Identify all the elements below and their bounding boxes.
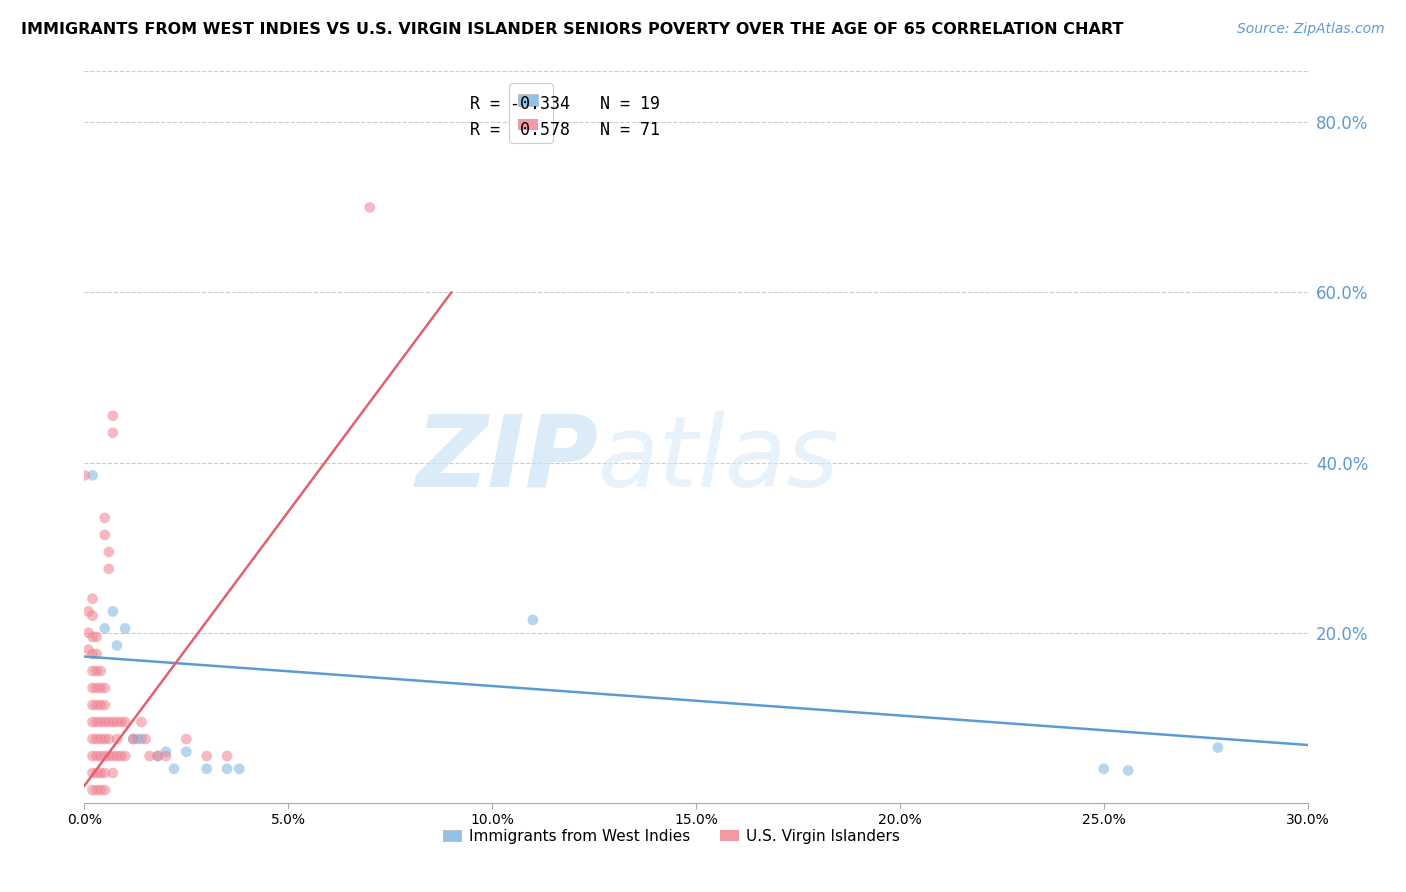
Point (101, 766, 124, 780)
Point (90, 783, 112, 797)
Point (122, 731, 145, 746)
Point (97, 749, 120, 764)
Point (82, 749, 104, 764)
Point (93, 731, 115, 746)
Point (97, 731, 120, 746)
Point (82, 647, 104, 661)
Point (93, 783, 115, 797)
Point (82, 630, 104, 644)
Point (73, 468, 96, 483)
Point (90, 731, 112, 746)
Point (105, 639, 128, 653)
Point (195, 749, 218, 764)
Point (217, 762, 239, 776)
Point (93, 511, 115, 525)
Point (97, 714, 120, 729)
Point (131, 731, 153, 746)
Point (163, 762, 186, 776)
Point (86, 714, 108, 729)
Point (359, 201, 381, 215)
Point (101, 409, 124, 423)
Point (114, 749, 136, 764)
Point (82, 664, 104, 678)
Point (101, 714, 124, 729)
Point (155, 745, 177, 759)
Point (114, 714, 136, 729)
Point (82, 731, 104, 746)
Point (105, 749, 128, 764)
Point (82, 714, 104, 729)
Point (122, 731, 145, 746)
Point (135, 731, 157, 746)
Point (155, 749, 177, 764)
Point (522, 613, 544, 627)
Point (127, 731, 149, 746)
Text: Source: ZipAtlas.com: Source: ZipAtlas.com (1237, 22, 1385, 37)
Point (93, 681, 115, 695)
Point (174, 745, 197, 759)
Point (82, 698, 104, 712)
Point (1116, 764, 1139, 778)
Point (86, 783, 108, 797)
Point (1092, 762, 1115, 776)
Point (93, 749, 115, 764)
Point (97, 562, 120, 576)
Point (217, 749, 239, 764)
Point (86, 664, 108, 678)
Point (101, 749, 124, 764)
Point (90, 698, 112, 712)
Text: IMMIGRANTS FROM WEST INDIES VS U.S. VIRGIN ISLANDER SENIORS POVERTY OVER THE AGE: IMMIGRANTS FROM WEST INDIES VS U.S. VIRG… (21, 22, 1123, 37)
Point (101, 604, 124, 618)
Point (146, 749, 169, 764)
Point (93, 698, 115, 712)
Point (105, 714, 128, 729)
Point (82, 783, 104, 797)
Point (86, 766, 108, 780)
Point (93, 714, 115, 729)
Point (97, 545, 120, 559)
Point (86, 698, 108, 712)
Point (86, 681, 108, 695)
Point (93, 622, 115, 636)
Point (90, 766, 112, 780)
Point (82, 608, 104, 623)
Text: ZIP: ZIP (415, 410, 598, 508)
Point (82, 468, 104, 483)
Legend: Immigrants from West Indies, U.S. Virgin Islanders: Immigrants from West Indies, U.S. Virgin… (437, 822, 907, 850)
Point (195, 762, 218, 776)
Point (90, 664, 112, 678)
Text: atlas: atlas (598, 410, 839, 508)
Point (77, 604, 100, 618)
Point (86, 647, 108, 661)
Point (90, 714, 112, 729)
Point (90, 681, 112, 695)
Point (101, 425, 124, 440)
Point (90, 749, 112, 764)
Point (77, 642, 100, 657)
Point (228, 762, 250, 776)
Point (82, 681, 104, 695)
Point (86, 749, 108, 764)
Point (1206, 740, 1229, 755)
Point (86, 731, 108, 746)
Point (77, 625, 100, 640)
Point (110, 749, 132, 764)
Point (93, 528, 115, 542)
Point (82, 766, 104, 780)
Point (86, 630, 108, 644)
Point (93, 766, 115, 780)
Point (138, 749, 160, 764)
Point (131, 714, 153, 729)
Text: R =  0.578   N = 71: R = 0.578 N = 71 (470, 121, 659, 139)
Point (174, 731, 197, 746)
Text: R = -0.334   N = 19: R = -0.334 N = 19 (470, 95, 659, 113)
Point (82, 591, 104, 606)
Point (105, 731, 128, 746)
Point (146, 749, 169, 764)
Point (114, 622, 136, 636)
Point (110, 714, 132, 729)
